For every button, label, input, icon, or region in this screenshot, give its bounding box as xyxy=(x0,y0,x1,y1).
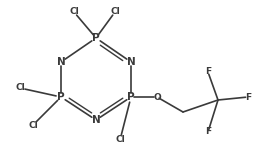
Text: Cl: Cl xyxy=(115,135,125,145)
Text: Cl: Cl xyxy=(110,7,120,16)
Text: Cl: Cl xyxy=(69,7,79,16)
Text: N: N xyxy=(57,57,65,67)
Text: O: O xyxy=(153,92,161,102)
Text: F: F xyxy=(205,67,211,76)
Text: F: F xyxy=(245,92,251,102)
Text: Cl: Cl xyxy=(28,120,38,129)
Text: P: P xyxy=(57,92,65,102)
Text: P: P xyxy=(127,92,135,102)
Text: Cl: Cl xyxy=(15,83,25,92)
Text: N: N xyxy=(127,57,135,67)
Text: N: N xyxy=(92,115,100,125)
Text: F: F xyxy=(205,127,211,136)
Text: P: P xyxy=(92,33,100,43)
